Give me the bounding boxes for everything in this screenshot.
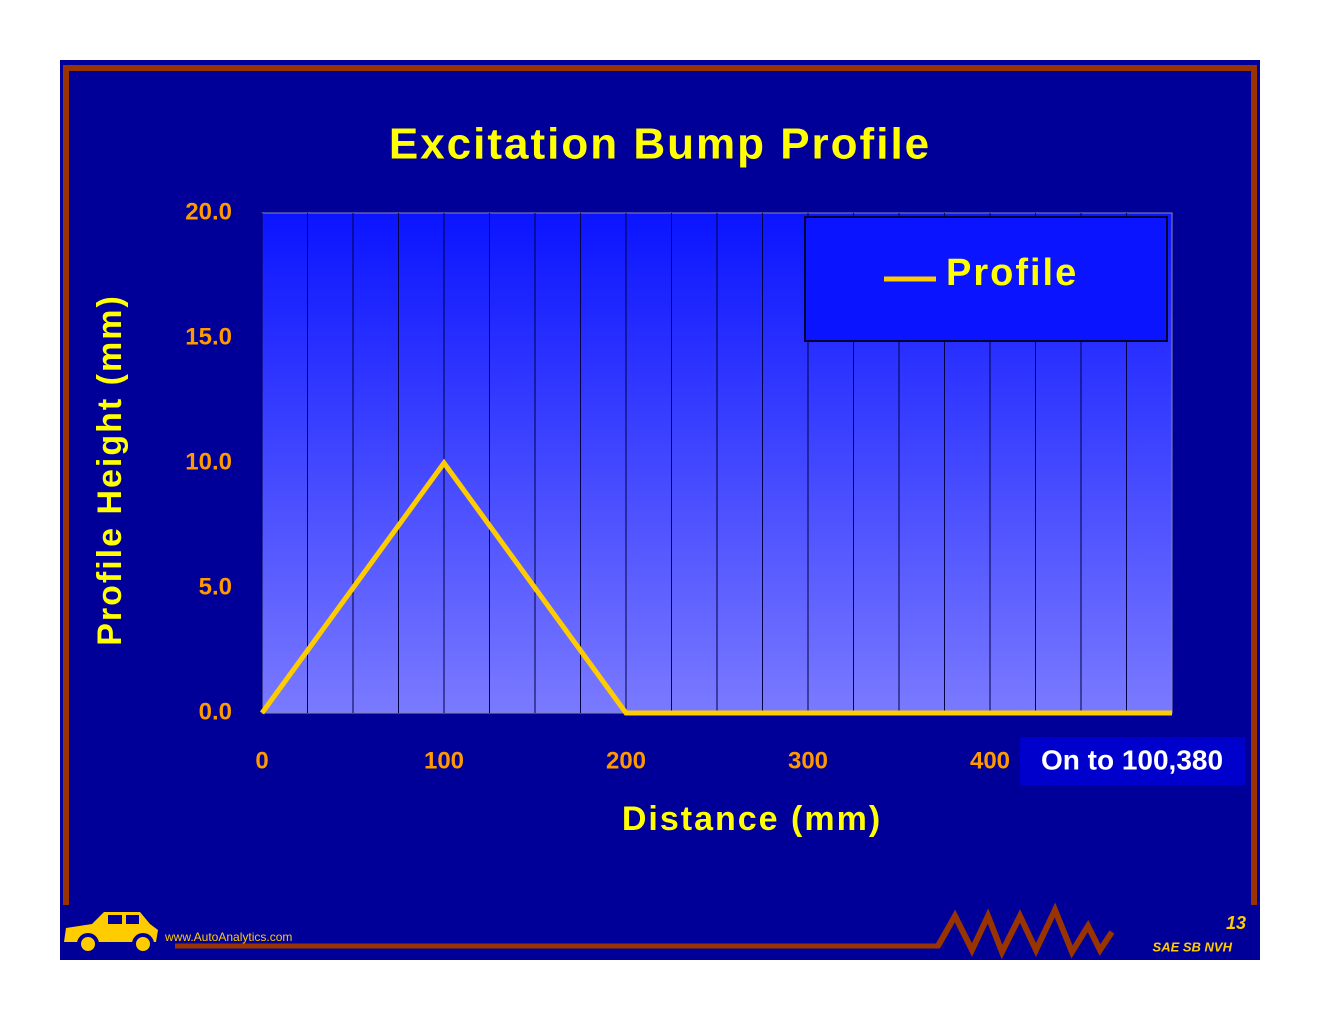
x-tick-label: 400 <box>970 747 1010 774</box>
y-tick-label: 20.0 <box>185 198 232 225</box>
page-number: 13 <box>1226 913 1246 933</box>
y-tick-label: 10.0 <box>185 448 232 475</box>
car-icon <box>64 912 158 955</box>
legend: Profile <box>804 216 1168 342</box>
x-tick-label: 200 <box>606 747 646 774</box>
y-tick-label: 5.0 <box>199 573 232 600</box>
annotation: On to 100,380 <box>1041 744 1223 775</box>
y-tick-label: 15.0 <box>185 323 232 350</box>
y-axis-label: Profile Height (mm) <box>91 294 129 646</box>
legend-box <box>804 216 1168 342</box>
data-line <box>259 458 1172 716</box>
y-tick-label: 0.0 <box>199 698 232 725</box>
slide-border <box>63 65 1257 905</box>
website: www.AutoAnalytics.com <box>164 930 292 944</box>
legend-label: Profile <box>946 252 1078 294</box>
x-tick-label: 300 <box>788 747 828 774</box>
chart-title: Excitation Bump Profile <box>389 120 931 169</box>
x-tick-label: 100 <box>424 747 464 774</box>
zigzag-logo <box>935 902 1115 960</box>
annotation-box <box>1020 737 1245 785</box>
source: SAE SB NVH <box>1153 939 1233 954</box>
lines <box>259 458 1172 716</box>
x-axis-label: Distance (mm) <box>622 800 882 838</box>
x-tick-label: 0 <box>255 747 268 774</box>
